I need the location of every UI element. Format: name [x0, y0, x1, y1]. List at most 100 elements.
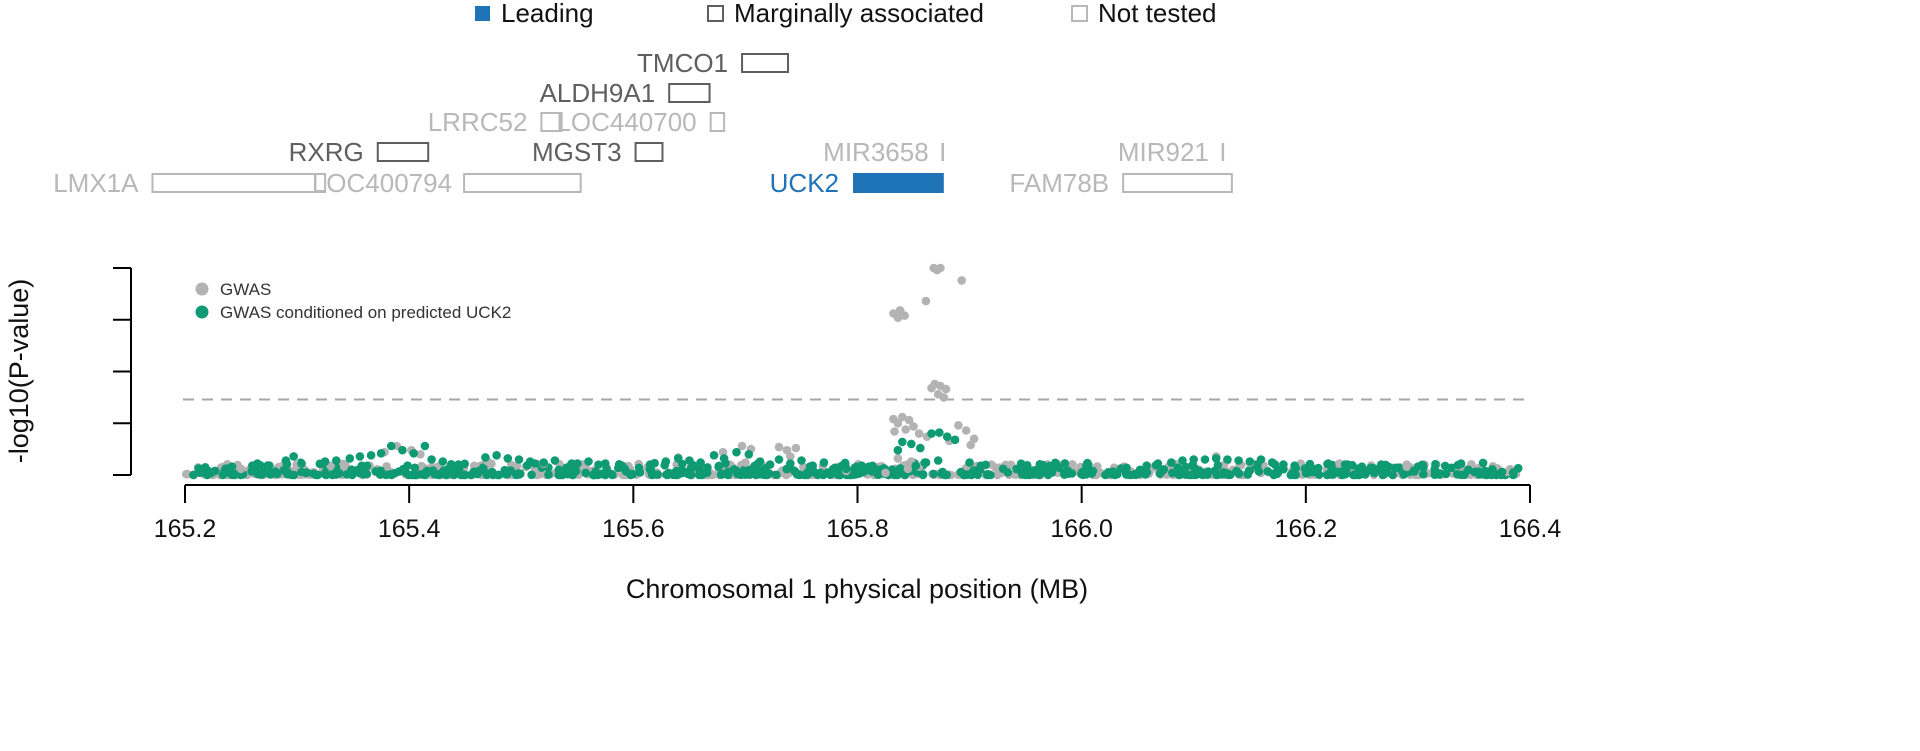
conditioned-point	[227, 462, 237, 472]
conditioned-point	[1290, 461, 1299, 471]
conditioned-point	[764, 469, 774, 478]
conditioned-point	[1381, 460, 1390, 470]
conditioned-point	[830, 463, 840, 473]
conditioned-point	[1354, 470, 1364, 480]
conditioned-point	[664, 468, 673, 478]
gwas-point	[416, 450, 425, 459]
conditioned-point	[756, 467, 765, 476]
legend-leading-swatch	[475, 6, 490, 21]
conditioned-point	[387, 470, 396, 480]
conditioned-point	[808, 461, 817, 471]
conditioned-point	[366, 451, 376, 460]
axes: 165.2 165.4 165.6 165.8 166.0 166.2 166.4 Chro…	[4, 267, 1562, 604]
conditioned-point	[189, 470, 198, 480]
conditioned-point	[281, 456, 291, 465]
gwas-point	[914, 429, 924, 438]
conditioned-point	[1256, 455, 1266, 464]
conditioned-point	[1245, 457, 1255, 466]
gene-loc400794-box	[463, 173, 582, 193]
y-axis-label: -log10(P-value)	[4, 279, 34, 464]
gene-fam78b-box	[1122, 173, 1233, 193]
conditioned-point	[1142, 461, 1151, 471]
gwas-point	[941, 384, 951, 394]
gwas-point	[961, 426, 971, 435]
conditioned-point	[1060, 470, 1069, 479]
conditioned-point	[410, 463, 420, 473]
conditioned-point	[567, 459, 576, 468]
conditioned-point	[1430, 464, 1439, 474]
legend-gwas-marker	[195, 282, 209, 296]
gene-uck2-box	[853, 173, 944, 193]
conditioned-point	[765, 460, 775, 469]
conditioned-point	[819, 458, 829, 467]
x-tick-label: 166.4	[1499, 515, 1562, 543]
conditioned-point	[1185, 470, 1194, 480]
gwas-point	[737, 441, 747, 451]
conditioned-point	[404, 470, 414, 480]
gwas-point	[966, 440, 975, 450]
conditioned-point	[514, 455, 524, 464]
conditioned-point	[342, 470, 352, 479]
gwas-point	[881, 468, 890, 478]
conditioned-point	[703, 463, 712, 472]
conditioned-point	[1357, 462, 1367, 472]
gene-uck2-label: UCK2	[770, 168, 839, 198]
gwas-point	[382, 462, 391, 471]
x-tick-label: 165.4	[378, 515, 441, 543]
gwas-point	[774, 442, 784, 452]
gwas-point	[939, 393, 949, 402]
gene-loc440700-label: LOC440700	[556, 107, 696, 137]
legend-marginal-label: Marginally associated	[734, 0, 984, 28]
conditioned-point	[724, 467, 733, 477]
conditioned-point	[454, 460, 463, 469]
conditioned-point	[442, 470, 451, 480]
legend-not_tested-label: Not tested	[1098, 0, 1217, 28]
conditioned-point	[927, 429, 936, 438]
conditioned-point	[564, 466, 573, 476]
x-axis-ticks: 165.2 165.4 165.6 165.8 166.0 166.2 166.4	[154, 485, 1562, 543]
conditioned-point	[694, 465, 704, 474]
gene-loc400794-label: LOC400794	[312, 168, 452, 198]
legend-not_tested-swatch	[1071, 5, 1088, 22]
gwas-point	[741, 458, 750, 467]
conditioned-point	[685, 456, 694, 465]
conditioned-point	[1234, 456, 1243, 465]
conditioned-point	[1223, 455, 1232, 464]
gwas-point	[893, 454, 903, 463]
conditioned-point	[1340, 460, 1350, 469]
conditioned-point	[1178, 456, 1187, 465]
gwas-point	[890, 427, 899, 436]
legend-marginal-swatch	[707, 5, 724, 22]
association-plot: GWAS GWAS conditioned on predicted UCK2	[182, 263, 1528, 480]
conditioned-point	[571, 466, 581, 476]
conditioned-point	[911, 461, 921, 471]
legend-gwas-label: GWAS	[220, 280, 271, 299]
y-axis-ticks	[113, 267, 131, 476]
conditioned-point	[1212, 470, 1222, 480]
conditioned-point	[755, 457, 765, 466]
conditioned-point	[492, 451, 501, 460]
conditioned-point	[446, 460, 456, 469]
conditioned-point	[626, 469, 635, 479]
conditioned-point	[362, 461, 372, 471]
conditioned-point	[1141, 470, 1150, 479]
conditioned-point	[634, 463, 644, 473]
gene-aldh9a1-box	[668, 83, 711, 103]
conditioned-point	[373, 467, 382, 477]
gene-mir3658-label: MIR3658	[823, 137, 929, 167]
conditioned-point	[1022, 461, 1032, 470]
conditioned-point	[584, 457, 593, 466]
conditioned-point	[1338, 470, 1347, 480]
conditioned-point	[916, 443, 925, 453]
conditioned-point	[355, 452, 365, 461]
conditioned-point	[1508, 468, 1518, 478]
gwas-point	[893, 313, 903, 323]
conditioned-point	[1016, 463, 1025, 472]
conditioned-point	[321, 470, 330, 480]
conditioned-point	[1391, 463, 1400, 473]
conditioned-point	[493, 470, 503, 480]
conditioned-point	[1453, 460, 1463, 470]
conditioned-point	[362, 469, 372, 479]
legend-conditioned-label: GWAS conditioned on predicted UCK2	[220, 303, 511, 322]
series-legend: GWAS GWAS conditioned on predicted UCK2	[195, 280, 511, 322]
